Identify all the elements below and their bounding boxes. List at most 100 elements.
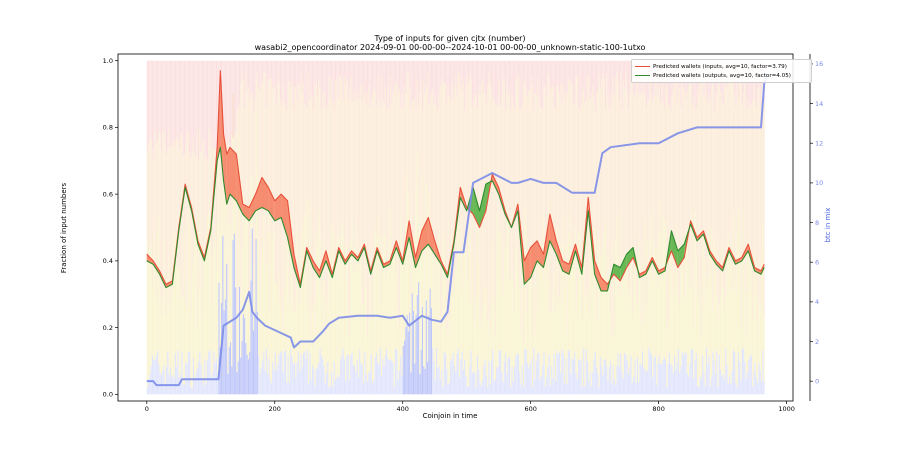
bar-yellow-segment	[168, 256, 170, 374]
bar-yellow-segment	[244, 229, 246, 319]
bar-remix-segment	[763, 102, 765, 317]
bar-remix-segment	[604, 106, 606, 219]
bar-blue-segment	[313, 368, 315, 395]
legend-label-inputs: Predicted wallets (inputs, avg=10, facto…	[653, 63, 787, 70]
bar-yellow-segment	[668, 250, 670, 353]
bar-fresh-segment	[176, 60, 178, 138]
bar-blue-segment	[548, 354, 550, 395]
bar-remix-segment	[757, 88, 759, 339]
bar-remix-segment	[748, 108, 750, 237]
y-tick-label: 0.8	[103, 124, 113, 132]
bar-remix-segment	[273, 88, 275, 229]
bar-remix-segment	[208, 127, 210, 212]
bar-blue-segment	[713, 360, 715, 395]
bar-yellow-segment	[420, 248, 422, 350]
bar-yellow-segment	[739, 252, 741, 362]
bar-remix-segment	[200, 151, 202, 246]
bar-blue-segment	[547, 366, 549, 395]
bar-fresh-segment	[323, 60, 325, 91]
bar-blue-segment	[372, 382, 374, 395]
bar-yellow-segment	[423, 254, 425, 367]
bar-blue-segment	[158, 364, 160, 395]
bar-remix-segment	[386, 109, 388, 274]
bar-blue-segment	[672, 372, 674, 395]
bar-remix-segment	[557, 86, 559, 307]
bar-yellow-segment	[352, 271, 354, 366]
bar-blue-segment	[153, 359, 155, 395]
bar-remix-segment	[173, 145, 175, 233]
bar-yellow-segment	[402, 271, 404, 346]
bar-remix-segment	[268, 79, 270, 207]
bar-yellow-segment	[292, 311, 294, 364]
chart-legend: Predicted wallets (inputs, avg=10, facto…	[631, 59, 812, 83]
bar-blue-segment	[429, 288, 431, 395]
bar-blue-segment	[299, 371, 301, 395]
bar-yellow-segment	[633, 269, 635, 378]
bar-remix-segment	[177, 137, 179, 264]
bar-yellow-segment	[749, 293, 751, 357]
bar-blue-segment	[206, 360, 209, 395]
bar-fresh-segment	[268, 60, 270, 80]
bar-blue-segment	[177, 350, 179, 395]
bar-blue-segment	[169, 367, 171, 395]
bar-remix-segment	[702, 73, 704, 234]
bar-blue-segment	[398, 370, 400, 395]
bar-blue-segment	[195, 372, 197, 395]
bar-blue-segment	[590, 385, 592, 395]
bar-yellow-segment	[205, 235, 207, 384]
bar-remix-segment	[627, 109, 630, 297]
bar-fresh-segment	[603, 60, 605, 78]
bar-fresh-segment	[401, 60, 403, 94]
bar-yellow-segment	[215, 269, 217, 359]
bar-blue-segment	[427, 361, 429, 395]
bar-blue-segment	[273, 369, 275, 395]
bar-fresh-segment	[452, 60, 454, 100]
bar-blue-segment	[702, 355, 704, 395]
fill-outputs-higher	[620, 254, 627, 281]
bar-blue-segment	[347, 354, 349, 395]
bar-fresh-segment	[269, 60, 271, 79]
bar-yellow-segment	[265, 266, 267, 349]
bar-remix-segment	[467, 84, 470, 236]
bar-yellow-segment	[201, 314, 203, 379]
bar-blue-segment	[654, 356, 656, 395]
bar-remix-segment	[305, 105, 307, 301]
bar-remix-segment	[336, 78, 338, 238]
bar-yellow-segment	[438, 230, 440, 366]
bar-blue-segment	[503, 361, 505, 395]
bar-remix-segment	[575, 76, 577, 317]
bar-yellow-segment	[432, 255, 434, 349]
bar-yellow-segment	[484, 286, 486, 360]
bar-yellow-segment	[473, 321, 475, 372]
bar-blue-segment	[154, 360, 156, 395]
bar-fresh-segment	[497, 60, 499, 106]
bar-blue-segment	[388, 359, 390, 395]
bar-yellow-segment	[273, 228, 275, 370]
bar-blue-segment	[320, 355, 322, 395]
bar-yellow-segment	[709, 276, 711, 387]
bar-remix-segment	[521, 102, 523, 246]
bar-fresh-segment	[607, 60, 609, 99]
bar-blue-segment	[379, 347, 381, 395]
bar-fresh-segment	[213, 60, 215, 150]
bar-fresh-segment	[178, 60, 180, 150]
bar-remix-segment	[679, 87, 681, 309]
series-line-btc	[146, 73, 769, 387]
bar-yellow-segment	[606, 278, 608, 367]
bar-yellow-segment	[401, 263, 403, 376]
bar-blue-segment	[686, 373, 688, 395]
bar-remix-segment	[406, 72, 408, 171]
bar-remix-segment	[190, 158, 192, 319]
bar-fresh-segment	[491, 60, 493, 88]
bar-blue-segment	[668, 352, 670, 395]
bar-remix-segment	[428, 104, 430, 192]
bar-remix-segment	[482, 75, 484, 228]
bar-blue-segment	[238, 286, 241, 395]
bar-blue-segment	[420, 349, 422, 395]
bar-fresh-segment	[258, 60, 260, 88]
bar-yellow-segment	[644, 216, 646, 370]
bar-yellow-segment	[515, 251, 517, 357]
bar-fresh-segment	[572, 60, 575, 104]
bar-fresh-segment	[235, 60, 237, 131]
bar-remix-segment	[331, 78, 333, 226]
